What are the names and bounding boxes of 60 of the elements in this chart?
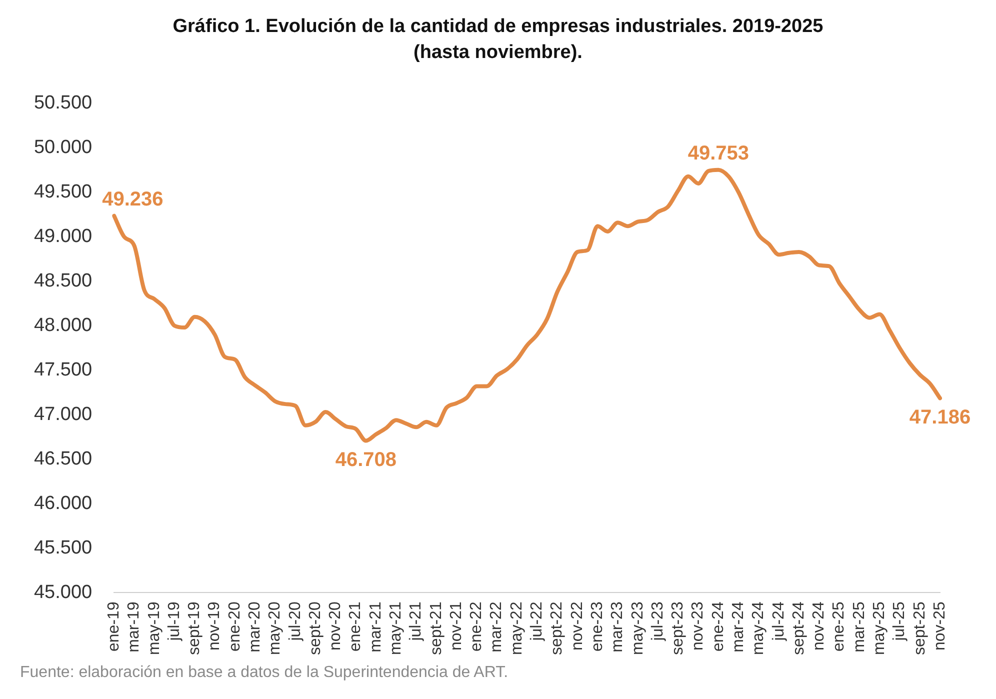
x-tick-label: nov-22 [568,602,586,651]
y-tick-label: 49.000 [34,226,92,248]
y-tick-label: 46.000 [34,492,92,514]
x-tick-label: mar-23 [609,602,626,652]
x-tick-label: ene-20 [226,602,244,652]
x-tick-label: may-25 [870,602,888,655]
x-tick-label: may-23 [629,602,646,655]
x-tick-label: nov-21 [448,602,465,651]
y-tick-label: 47.500 [34,359,92,380]
y-tick-label: 50.500 [34,92,92,114]
x-tick-label: nov-19 [206,602,224,651]
y-tick-label: 48.500 [34,270,92,292]
x-tick-label: sept-24 [790,602,808,656]
x-tick-label: mar-20 [246,602,264,652]
x-tick-label: sept-19 [186,602,204,656]
x-tick-label: jul-25 [891,602,908,642]
x-tick-label: ene-24 [710,602,727,652]
y-tick-label: 47.000 [34,404,92,425]
x-tick-label: jul-20 [286,602,304,642]
x-tick-label: sept-20 [306,602,324,656]
x-tick-label: ene-19 [106,602,123,652]
y-tick-label: 50.000 [34,137,92,158]
x-tick-label: sept-23 [670,602,687,656]
source-note: Fuente: elaboración en base a datos de la Superintendencia de ART. [20,664,508,682]
x-tick-label: ene-25 [830,602,848,652]
x-tick-label: nov-25 [931,602,948,651]
data-label: 49.236 [102,188,164,210]
data-label: 49.753 [688,142,750,164]
y-tick-label: 46.500 [34,448,92,470]
x-tick-label: ene-22 [468,602,486,652]
x-tick-label: may-20 [266,602,284,655]
data-label: 46.708 [335,449,396,472]
x-tick-label: may-24 [750,602,768,655]
x-tick-label: nov-20 [327,602,344,651]
x-tick-label: sept-21 [428,602,445,656]
x-tick-label: nov-24 [810,602,828,651]
x-tick-label: mar-25 [850,602,868,652]
y-tick-label: 49.500 [34,182,92,203]
x-tick-label: may-22 [508,602,526,655]
y-tick-label: 45.000 [34,582,92,603]
x-tick-label: mar-21 [367,602,384,652]
x-tick-label: ene-23 [588,602,606,652]
x-tick-label: sept-25 [911,602,928,656]
x-tick-label: jul-22 [528,602,546,642]
x-tick-label: sept-22 [548,602,566,656]
x-tick-label: mar-22 [488,602,506,652]
x-tick-label: may-19 [146,602,163,655]
x-tick-label: may-21 [388,602,405,655]
y-tick-label: 48.000 [34,315,92,336]
x-tick-label: mar-19 [126,602,143,652]
data-label: 47.186 [909,406,971,429]
x-tick-label: jul-19 [166,602,183,642]
x-tick-label: jul-21 [408,602,425,642]
x-tick-label: nov-23 [690,602,707,651]
y-tick-label: 45.500 [34,537,92,558]
x-tick-label: jul-24 [770,602,788,642]
chart-title: Gráfico 1. Evolución de la cantidad de empresas industriales. 2019-2025 (hasta noviembre). [172,15,824,65]
x-tick-label: jul-23 [649,602,666,642]
x-tick-label: mar-24 [730,602,747,652]
x-tick-label: ene-21 [347,602,364,652]
